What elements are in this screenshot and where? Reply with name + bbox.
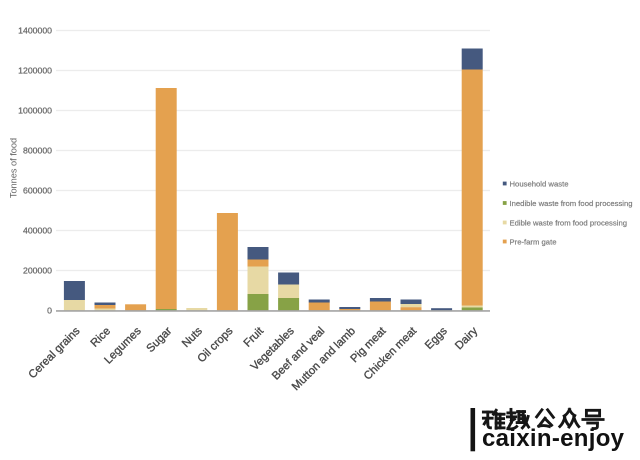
svg-text:0: 0 <box>47 306 52 316</box>
svg-text:1400000: 1400000 <box>18 26 52 36</box>
svg-text:Inedible waste from food proce: Inedible waste from food processing <box>510 199 633 208</box>
svg-text:caixin-enjoy: caixin-enjoy <box>482 425 625 452</box>
svg-text:800000: 800000 <box>23 146 52 156</box>
svg-text:400000: 400000 <box>23 226 52 236</box>
svg-text:1000000: 1000000 <box>18 106 52 116</box>
svg-text:200000: 200000 <box>23 266 52 276</box>
svg-text:1200000: 1200000 <box>18 66 52 76</box>
svg-text:Pre-farm gate: Pre-farm gate <box>510 237 557 246</box>
svg-text:Tonnes of food: Tonnes of food <box>9 138 19 198</box>
svg-text:Edible waste from food process: Edible waste from food processing <box>510 218 628 227</box>
svg-text:600000: 600000 <box>23 186 52 196</box>
svg-text:Household waste: Household waste <box>510 179 569 188</box>
